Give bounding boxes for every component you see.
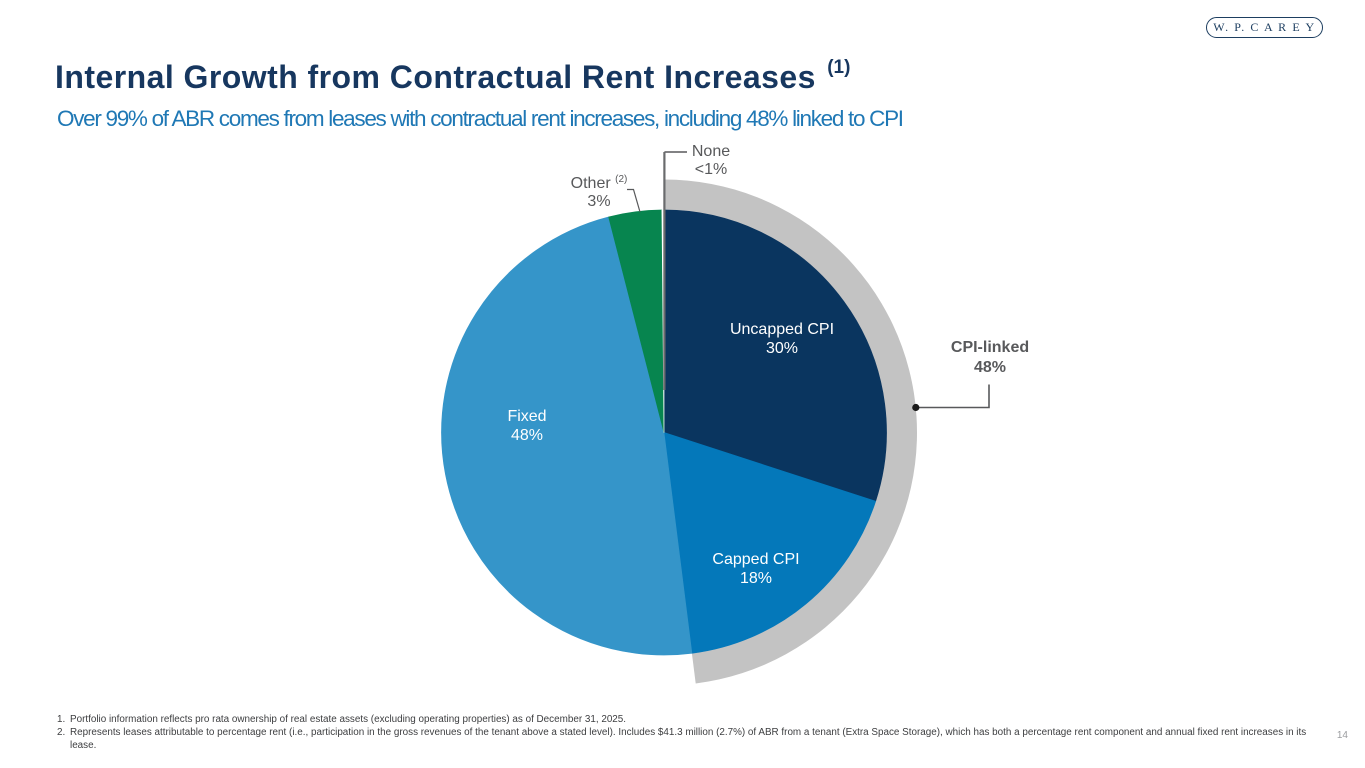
cpi-linked-callout-label: CPI-linked 48% <box>950 339 1030 376</box>
slice-label-uncapped-cpi: Uncapped CPI 30% <box>729 321 835 357</box>
other-footnote-marker: (2) <box>615 173 628 185</box>
slice-label-other: Other (2) 3% <box>570 173 628 211</box>
page-number: 14 <box>1336 730 1348 741</box>
slice-label-none: None <1% <box>691 143 731 178</box>
cpi-linked-arc <box>664 179 918 684</box>
other-leader-line <box>627 188 641 213</box>
pie-slice-capped-cpi <box>663 432 876 654</box>
cpi-linked-dot <box>912 403 920 412</box>
pie-slice-fixed <box>441 216 693 656</box>
slice-label-fixed: Fixed 48% <box>507 408 547 444</box>
page-title: Internal Growth from Contractual Rent In… <box>55 57 851 96</box>
title-footnote-marker: (1) <box>827 57 851 79</box>
slice-label-capped-cpi: Capped CPI 18% <box>712 551 800 587</box>
page-subtitle: Over 99% of ABR comes from leases with c… <box>57 106 904 131</box>
cpi-linked-leader-line <box>919 384 990 409</box>
footnotes: 1. Portfolio information reflects pro ra… <box>57 713 1309 753</box>
wp-carey-logo: W. P. C A R E Y <box>1206 17 1323 38</box>
pie-slice-uncapped-cpi <box>663 209 887 502</box>
page-title-text: Internal Growth from Contractual Rent In… <box>55 59 816 95</box>
footnote-2: 2. Represents leases attributable to per… <box>57 727 1307 752</box>
footnote-1: 1. Portfolio information reflects pro ra… <box>57 714 627 725</box>
